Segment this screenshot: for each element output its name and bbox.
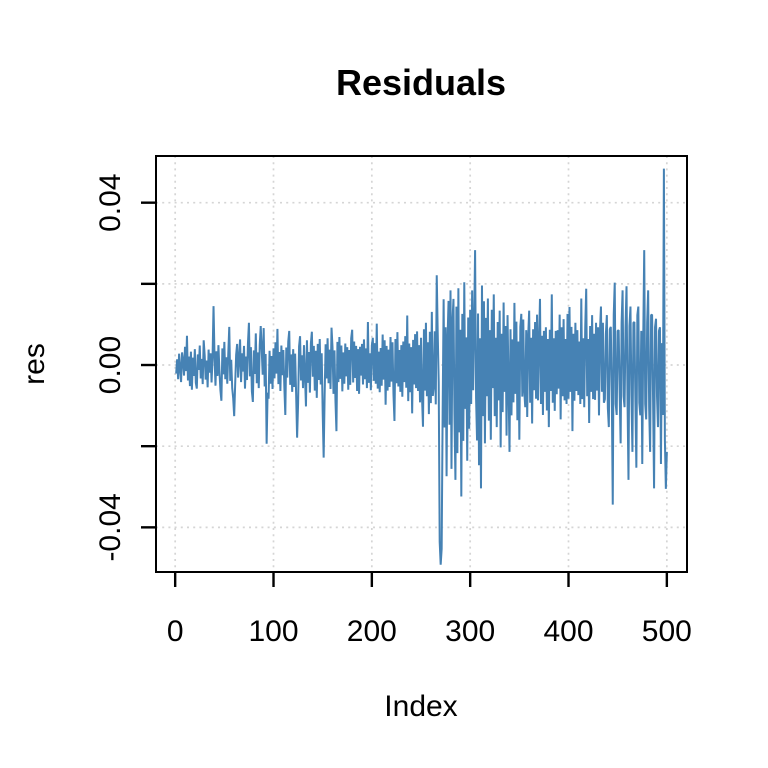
- x-tick-label: 500: [642, 615, 692, 648]
- series: [175, 168, 668, 565]
- y-tick-label: -0.04: [94, 493, 127, 561]
- x-tick-label: 400: [543, 615, 593, 648]
- x-axis-label: Index: [384, 690, 457, 723]
- y-axis-label: res: [18, 343, 51, 385]
- residual-series-line: [175, 168, 668, 565]
- grid: [156, 156, 687, 572]
- x-tick-label: 100: [248, 615, 298, 648]
- x-tick-label: 200: [347, 615, 397, 648]
- chart-title: Residuals: [336, 62, 506, 103]
- y-tick-label: 0.00: [94, 336, 127, 394]
- x-tick-label: 0: [167, 615, 184, 648]
- y-tick-label: 0.04: [94, 173, 127, 231]
- axis-ticks: [141, 201, 669, 587]
- axis-tick-labels: 0 100 200 300 400 500 -0.04 0.00 0.04: [94, 173, 692, 648]
- x-tick-label: 300: [445, 615, 495, 648]
